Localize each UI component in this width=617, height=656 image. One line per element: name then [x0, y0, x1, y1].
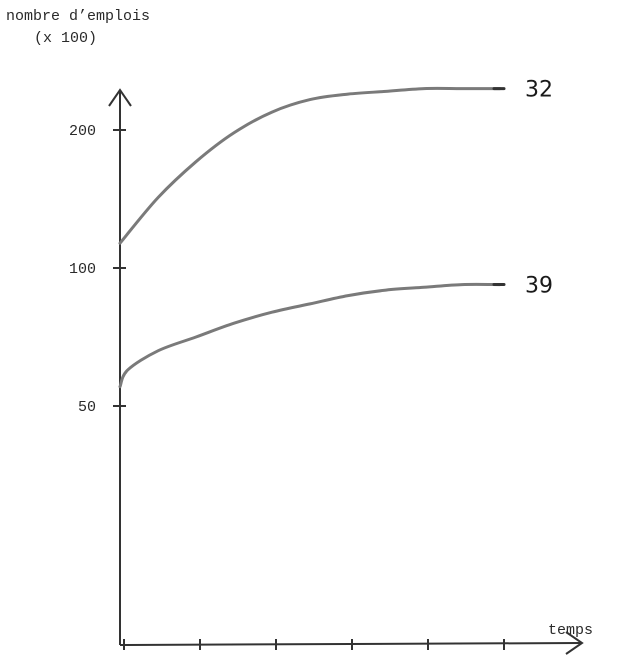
- series-label-39: 39: [525, 274, 553, 299]
- x-axis-line: [119, 642, 581, 646]
- y-tick-label-100: 100: [69, 261, 96, 278]
- series-layer: 32 39: [118, 78, 553, 389]
- y-tick-label-200: 200: [69, 123, 96, 140]
- x-axis-label: temps: [548, 622, 594, 639]
- y-axis-label-line2: (x 100): [34, 30, 98, 47]
- y-axis-label-line1: nombre d’emplois: [6, 8, 151, 25]
- series-line-32: [118, 86, 502, 245]
- y-axis-arrow: [108, 88, 132, 107]
- series-line-39: [118, 282, 502, 389]
- x-axis-arrow: [565, 631, 584, 655]
- y-tick-label-50: 50: [78, 399, 96, 416]
- axes: 50 100 200: [69, 88, 584, 655]
- series-label-32: 32: [525, 78, 553, 103]
- y-axis-label: nombre d’emplois (x 100): [6, 6, 246, 50]
